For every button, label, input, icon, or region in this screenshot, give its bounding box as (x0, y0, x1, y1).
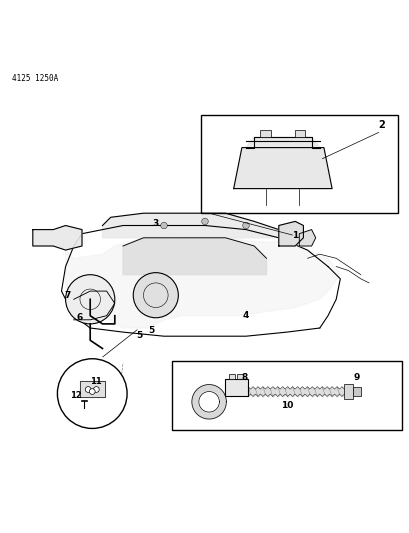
Bar (236, 374, 243, 379)
Text: 11: 11 (90, 377, 102, 386)
Text: 4: 4 (242, 311, 249, 320)
Bar (353, 386, 360, 397)
Circle shape (57, 359, 127, 429)
Polygon shape (198, 392, 219, 412)
Text: 8: 8 (241, 373, 247, 382)
Circle shape (85, 386, 91, 392)
Bar (228, 374, 234, 379)
Circle shape (93, 386, 99, 392)
Polygon shape (33, 225, 82, 250)
Text: 10: 10 (280, 401, 292, 410)
Bar (260, 130, 270, 138)
Circle shape (201, 218, 208, 225)
Polygon shape (299, 230, 315, 246)
Polygon shape (278, 221, 303, 246)
Circle shape (242, 222, 249, 229)
Polygon shape (74, 291, 115, 320)
Text: 2: 2 (377, 120, 384, 130)
Bar (172, 361, 401, 431)
Text: 4125 1250A: 4125 1250A (12, 74, 58, 83)
Polygon shape (245, 138, 319, 148)
Polygon shape (61, 225, 339, 328)
Text: 12: 12 (70, 391, 81, 400)
Polygon shape (102, 213, 286, 238)
Text: 5: 5 (148, 326, 155, 335)
Polygon shape (191, 385, 226, 419)
Circle shape (133, 273, 178, 318)
Text: 7: 7 (64, 290, 71, 300)
Polygon shape (123, 238, 266, 274)
Text: 3: 3 (152, 219, 159, 228)
Text: 9: 9 (353, 373, 359, 382)
Polygon shape (80, 381, 104, 397)
Circle shape (89, 389, 95, 394)
Bar (225, 379, 247, 395)
Polygon shape (233, 148, 331, 189)
Text: 1: 1 (291, 231, 298, 240)
Bar (344, 384, 353, 399)
Text: 5: 5 (136, 331, 142, 340)
Bar (294, 130, 305, 138)
Text: 6: 6 (76, 313, 83, 322)
Circle shape (65, 274, 115, 324)
Circle shape (160, 222, 167, 229)
Bar (200, 115, 397, 213)
